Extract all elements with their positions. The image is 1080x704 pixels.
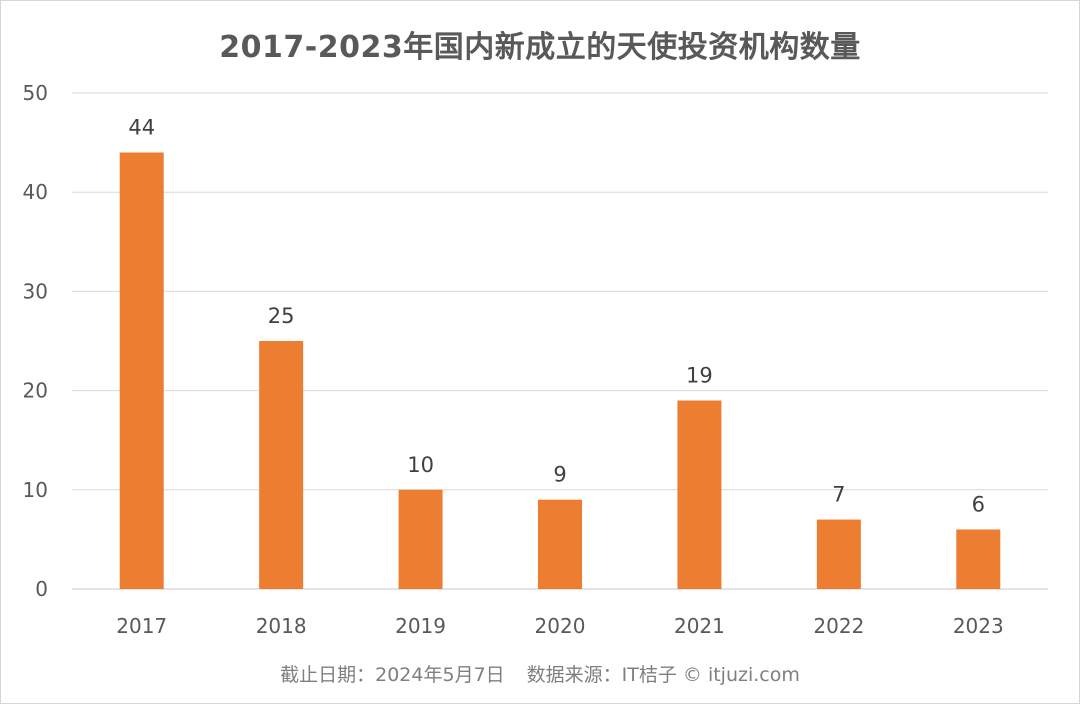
y-tick-label: 30 — [23, 279, 48, 303]
y-tick-label: 40 — [23, 180, 48, 204]
y-tick-label: 10 — [23, 478, 48, 502]
data-label: 6 — [972, 492, 985, 516]
y-tick-label: 0 — [35, 577, 48, 601]
bar — [677, 400, 722, 589]
bar — [956, 529, 1001, 589]
cutoff-date: 截止日期：2024年5月7日 — [280, 664, 505, 686]
data-label: 7 — [832, 483, 845, 507]
data-label: 25 — [268, 304, 295, 328]
y-tick-label: 50 — [23, 81, 48, 105]
x-tick-label: 2018 — [256, 614, 307, 638]
bar — [398, 489, 443, 589]
x-tick-label: 2019 — [395, 614, 446, 638]
chart-footer: 截止日期：2024年5月7日 数据来源：IT桔子 © itjuzi.com — [0, 660, 1080, 687]
data-label: 44 — [128, 116, 155, 140]
x-tick-label: 2022 — [813, 614, 864, 638]
bar — [119, 152, 164, 589]
chart-title: 2017-2023年国内新成立的天使投资机构数量 — [219, 30, 861, 65]
bar — [816, 519, 861, 589]
x-tick-label: 2021 — [674, 614, 725, 638]
data-label: 10 — [407, 453, 434, 477]
bar — [259, 341, 304, 589]
data-label: 9 — [553, 463, 566, 487]
data-label: 19 — [686, 364, 713, 388]
x-tick-label: 2023 — [953, 614, 1004, 638]
x-tick-label: 2017 — [116, 614, 167, 638]
data-source: 数据来源：IT桔子 © itjuzi.com — [526, 664, 800, 686]
bar — [538, 499, 582, 589]
x-tick-label: 2020 — [535, 614, 586, 638]
y-tick-label: 20 — [23, 379, 48, 403]
